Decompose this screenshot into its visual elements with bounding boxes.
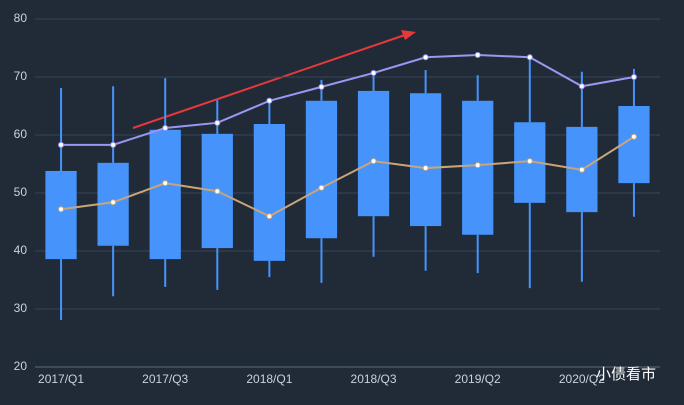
line-point [422, 54, 429, 61]
y-tick-label: 50 [14, 185, 28, 199]
line-point [422, 165, 429, 172]
y-tick-label: 30 [14, 301, 28, 315]
box [45, 170, 77, 260]
line-point [474, 51, 481, 58]
line-point [214, 119, 221, 126]
trend-arrow [132, 30, 416, 129]
line-point [110, 199, 117, 206]
line-point [162, 180, 169, 187]
y-tick-label: 40 [14, 243, 28, 257]
line-point [110, 141, 117, 148]
line-point [318, 83, 325, 90]
x-tick-label: 2018/Q3 [351, 372, 397, 386]
watermark: 小债看市 [596, 366, 656, 383]
line-point [474, 162, 481, 169]
y-tick-label: 60 [14, 127, 28, 141]
line-point [162, 125, 169, 132]
x-tick-label: 2017/Q1 [38, 372, 84, 386]
line-point [630, 74, 637, 80]
line-point [370, 158, 377, 165]
line-point [58, 141, 65, 148]
x-tick-label: 2018/Q1 [246, 372, 292, 386]
line-point [58, 206, 65, 213]
x-tick-label: 2019/Q2 [455, 372, 501, 386]
box [357, 90, 390, 217]
line-point [318, 184, 325, 191]
box [305, 100, 338, 239]
line-point [630, 133, 637, 140]
line-point [266, 97, 273, 104]
y-tick-label: 70 [14, 69, 28, 83]
line [61, 53, 635, 146]
line-point [214, 188, 221, 195]
box [410, 93, 442, 227]
box [253, 123, 285, 261]
y-tick-label: 80 [14, 11, 28, 25]
line-point [578, 83, 585, 90]
line-point [526, 54, 533, 61]
line-point [370, 69, 377, 76]
box [149, 129, 181, 260]
line-point [578, 166, 585, 173]
x-tick-label: 2017/Q3 [142, 372, 188, 386]
line [60, 135, 635, 218]
y-tick-label: 20 [14, 359, 28, 373]
box [618, 106, 650, 184]
x-tick-label: 2020/Q2 [559, 372, 605, 386]
line-point [266, 213, 273, 220]
line-point [526, 158, 533, 165]
